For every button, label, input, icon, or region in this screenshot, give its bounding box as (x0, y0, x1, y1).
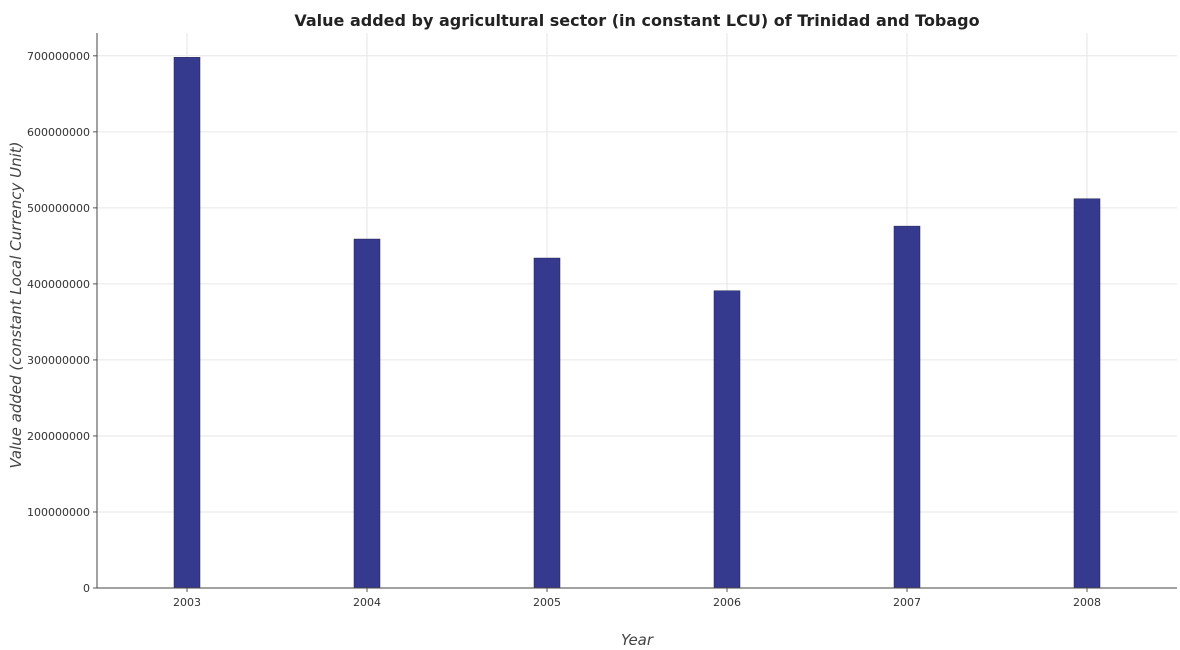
bar-2003 (173, 57, 201, 589)
y-tick-label: 500000000 (27, 202, 90, 215)
y-tick-label: 200000000 (27, 430, 90, 443)
y-tick-label: 700000000 (27, 50, 90, 63)
y-tick-label: 0 (83, 582, 90, 595)
x-axis-ticks: 2003 2004 2005 2006 2007 2008 (173, 588, 1101, 609)
bar-2006 (713, 290, 741, 589)
y-axis-label: Value added (constant Local Currency Uni… (7, 142, 25, 469)
x-tick-label: 2007 (893, 596, 921, 609)
y-tick-label: 600000000 (27, 126, 90, 139)
bar-2004 (353, 238, 381, 589)
x-tick-label: 2005 (533, 596, 561, 609)
y-tick-label: 400000000 (27, 278, 90, 291)
bars (173, 57, 1101, 589)
x-axis-label: Year (621, 631, 654, 649)
x-tick-label: 2003 (173, 596, 201, 609)
bar-2005 (533, 257, 561, 589)
grid (97, 33, 1177, 589)
y-tick-label: 300000000 (27, 354, 90, 367)
y-axis-ticks: 0 100000000 200000000 300000000 400000000 500… (27, 50, 97, 595)
x-tick-label: 2004 (353, 596, 381, 609)
x-tick-label: 2006 (713, 596, 741, 609)
chart-title: Value added by agricultural sector (in c… (294, 11, 979, 30)
bar-2007 (893, 225, 921, 589)
y-tick-label: 100000000 (27, 506, 90, 519)
x-tick-label: 2008 (1073, 596, 1101, 609)
bar-2008 (1073, 198, 1101, 589)
